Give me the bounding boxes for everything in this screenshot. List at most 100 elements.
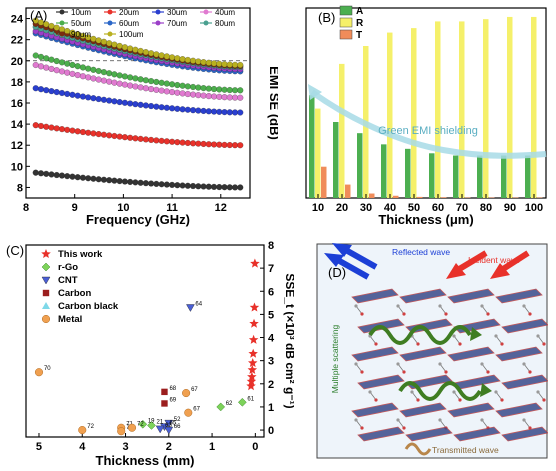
- panel-a-point-50um: [95, 67, 102, 75]
- panel-a-point-100um: [116, 42, 123, 49]
- molecule-atom: [410, 390, 414, 394]
- panel-b-bar-R: [483, 19, 489, 199]
- panel-a-y-tick-label: 10: [11, 161, 23, 173]
- panel-c-point-r-go: [216, 402, 226, 412]
- panel-a-point-20um: [137, 135, 144, 142]
- panel-a-point-40um: [169, 89, 176, 96]
- panel-b-bar-chart: Green EMI shielding 10 20 30 40 50 60 70 80 90 10…: [305, 5, 547, 227]
- panel-c-point-ref-label: 72: [137, 422, 144, 428]
- molecule-atom: [536, 334, 540, 338]
- panel-a-point-50um: [74, 63, 81, 70]
- molecule-link: [495, 335, 503, 345]
- panel-c-point-metal: [78, 426, 87, 435]
- panel-a-point-50um: [200, 85, 207, 92]
- panel-c-y-tick-label: 5: [268, 309, 274, 321]
- panel-c-point-ref-label: 68: [169, 386, 176, 392]
- panel-a-point-10um: [85, 175, 92, 182]
- molecule-link: [453, 335, 461, 345]
- molecule-link: [523, 305, 531, 315]
- graphene-layer: [501, 426, 548, 442]
- incident-wave-arrows: [446, 250, 530, 279]
- panel-c-point-ref-label: 52: [174, 417, 181, 423]
- panel-a-point-10um: [179, 182, 186, 189]
- panel-a-point-50um: [137, 76, 144, 83]
- panel-a-point-50um: [179, 82, 186, 89]
- panel-c-plot-frame: [25, 244, 265, 438]
- graphene-layer: [351, 288, 399, 304]
- panel-a-point-40um: [106, 78, 113, 85]
- panel-a-point-20um: [100, 131, 107, 138]
- graphene-layer: [357, 426, 405, 442]
- panel-a-point-100um: [142, 49, 149, 56]
- panel-a-point-30um: [142, 102, 149, 109]
- molecule-link: [397, 305, 405, 315]
- graphene-layer: [399, 346, 447, 362]
- panel-a-point-20um: [58, 126, 65, 133]
- panel-b-x-tick-label: 70: [456, 202, 468, 214]
- panel-a-point-10um: [79, 174, 86, 181]
- panel-a-point-20um: [48, 124, 55, 131]
- panel-a-point-50um: [127, 74, 134, 81]
- panel-c-legend-label: Carbon: [58, 288, 91, 299]
- panel-a-point-100um: [106, 40, 113, 47]
- panel-c-point-metal: [182, 388, 191, 398]
- panel-a-point-40um: [216, 93, 223, 100]
- molecule-atom: [396, 304, 400, 308]
- molecule-atom: [396, 362, 400, 366]
- panel-a-point-100um: [43, 21, 50, 28]
- panel-b-bar-R: [531, 16, 537, 198]
- panel-a-point-50um: [205, 85, 212, 92]
- panel-a-point-100um: [58, 26, 65, 33]
- molecule-link: [439, 363, 447, 373]
- molecule-atom: [494, 334, 498, 338]
- molecule-atom: [528, 370, 532, 374]
- panel-a-point-20um: [64, 126, 71, 133]
- panel-c-legend-marker: [41, 314, 51, 324]
- panel-c-legend-marker: [42, 302, 50, 309]
- panel-a-legend-label: 50um: [71, 19, 91, 28]
- panel-b-plot-frame: [305, 7, 547, 199]
- panel-b-legend-swatch: [339, 29, 353, 40]
- panel-a-legend-marker: [59, 9, 65, 15]
- panel-a-y-tick-label: 14: [11, 119, 24, 131]
- panel-a-point-40um: [142, 85, 149, 92]
- panel-a-point-20um: [79, 129, 86, 136]
- panel-c-point-this-work: [247, 364, 258, 374]
- panel-b-bar-A: [453, 155, 459, 198]
- panel-a-point-10um: [58, 172, 65, 179]
- panel-a-point-20um: [74, 128, 81, 135]
- panel-a-point-40um: [237, 94, 244, 101]
- panel-a-point-10um: [121, 178, 128, 185]
- panel-a-point-20um: [106, 132, 113, 139]
- panel-a-point-10um: [211, 183, 218, 190]
- panel-a-point-100um: [153, 51, 160, 58]
- panel-b-bar-T: [369, 193, 375, 198]
- panel-a-point-40um: [37, 63, 45, 70]
- reflected-arrow-head-2: [324, 253, 344, 267]
- panel-b-bar-R: [507, 16, 513, 198]
- panel-a-point-40um: [74, 72, 81, 79]
- graphene-layer: [447, 402, 495, 418]
- panel-a-point-100um: [200, 59, 207, 66]
- reflected-arrow-head-1: [332, 243, 352, 257]
- panel-a-point-30um: [85, 94, 92, 101]
- molecule-link: [369, 335, 377, 345]
- molecule-atom: [500, 398, 504, 402]
- panel-c-letter: (C): [6, 243, 24, 258]
- panel-a-point-20um: [127, 134, 134, 141]
- panel-a-point-50um: [32, 52, 39, 59]
- panel-a-point-20um: [32, 122, 39, 129]
- panel-a-point-100um: [216, 60, 223, 67]
- panel-a-point-40um: [116, 80, 123, 87]
- panel-c-point-metal: [184, 408, 193, 417]
- panel-d-schematic: Reflected wave Incident wave Multiple sc…: [316, 243, 548, 459]
- incident-arrow-1: [454, 250, 488, 274]
- panel-c-point-cnt: [164, 426, 174, 435]
- panel-a-point-30um: [116, 99, 123, 106]
- molecule-atom: [542, 342, 546, 346]
- molecule-atom: [494, 390, 498, 394]
- graphene-layer: [447, 288, 495, 304]
- panel-a-point-100um: [148, 50, 155, 57]
- panel-b-bar-A: [501, 155, 507, 198]
- panel-a-point-10um: [148, 180, 155, 187]
